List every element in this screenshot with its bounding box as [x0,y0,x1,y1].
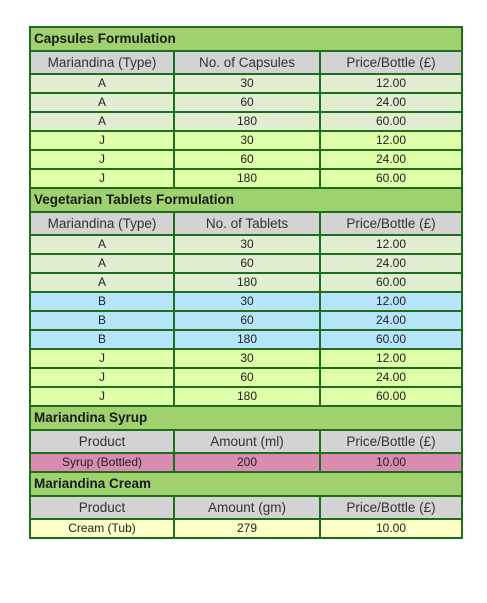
table-cell: 30 [173,130,321,151]
table-cell: 24.00 [318,367,464,388]
column-header-row: Product Amount (ml) Price/Bottle (£) [29,429,464,454]
section-header-capsules-formulation: Capsules Formulation [28,26,464,52]
section-header-mariandina-cream: Mariandina Cream [28,471,464,497]
table-cell: 12.00 [318,291,464,312]
table-cell: B [29,310,175,331]
table-row: J 30 12.00 [29,130,464,151]
table-cell: 60 [173,253,321,274]
table-cell: 60 [173,367,321,388]
table-cell: A [29,234,175,255]
section-title: Capsules Formulation [28,26,464,52]
table-cell: 12.00 [318,73,464,94]
table-cell: 180 [173,329,321,350]
table-row: J 30 12.00 [29,348,464,369]
table-row: B 30 12.00 [29,291,464,312]
table-cell: A [29,253,175,274]
section-header-mariandina-syrup: Mariandina Syrup [28,405,464,431]
column-header-row: Mariandina (Type) No. of Tablets Price/Bot… [29,211,464,236]
table-cell: 180 [173,272,321,293]
table-row: B 60 24.00 [29,310,464,331]
table-row: Cream (Tub) 279 10.00 [29,518,464,539]
table-cell: A [29,272,175,293]
table-body: Capsules Formulation Mariandina (Type) No.… [28,26,464,539]
column-header: No. of Tablets [173,211,321,236]
price-table: Capsules Formulation Mariandina (Type) No.… [28,26,464,539]
column-header: Mariandina (Type) [29,211,175,236]
section-title: Vegetarian Tablets Formulation [28,187,464,213]
column-header-row: Mariandina (Type) No. of Capsules Price/Bo… [29,50,464,75]
column-header-row: Product Amount (gm) Price/Bottle (£) [29,495,464,520]
section-title: Mariandina Cream [28,471,464,497]
table-cell: 10.00 [318,518,464,539]
table-cell: 24.00 [318,310,464,331]
table-cell: J [29,386,175,407]
table-row: J 180 60.00 [29,386,464,407]
table-cell: B [29,329,175,350]
column-header: Amount (ml) [173,429,321,454]
table-cell: 60 [173,310,321,331]
table-cell: 12.00 [318,234,464,255]
table-cell: 30 [173,291,321,312]
column-header: Price/Bottle (£) [318,211,464,236]
table-cell: 60.00 [318,272,464,293]
table-row: J 60 24.00 [29,367,464,388]
table-row: J 180 60.00 [29,168,464,189]
table-cell: 24.00 [318,149,464,170]
column-header: No. of Capsules [173,50,321,75]
table-cell: 60.00 [318,168,464,189]
table-row: A 60 24.00 [29,92,464,113]
column-header: Product [29,429,175,454]
column-header: Price/Bottle (£) [318,429,464,454]
column-header: Mariandina (Type) [29,50,175,75]
section-title: Mariandina Syrup [28,405,464,431]
table-cell: 60.00 [318,386,464,407]
table-row: J 60 24.00 [29,149,464,170]
column-header: Price/Bottle (£) [318,50,464,75]
table-cell: Cream (Tub) [29,518,175,539]
table-row: A 30 12.00 [29,234,464,255]
table-cell: 30 [173,73,321,94]
table-cell: 200 [173,452,321,473]
table-cell: 180 [173,111,321,132]
table-cell: 279 [173,518,321,539]
table-row: Syrup (Bottled) 200 10.00 [29,452,464,473]
table-cell: 30 [173,234,321,255]
table-cell: J [29,168,175,189]
table-cell: A [29,111,175,132]
table-cell: 180 [173,386,321,407]
table-cell: A [29,73,175,94]
table-cell: 24.00 [318,92,464,113]
table-cell: 60.00 [318,329,464,350]
column-header: Price/Bottle (£) [318,495,464,520]
table-cell: B [29,291,175,312]
table-cell: 60.00 [318,111,464,132]
column-header: Product [29,495,175,520]
table-cell: 180 [173,168,321,189]
table-cell: J [29,367,175,388]
table-row: A 180 60.00 [29,111,464,132]
section-header-vegetarian-tablets-formulation: Vegetarian Tablets Formulation [28,187,464,213]
table-row: A 60 24.00 [29,253,464,274]
table-cell: 60 [173,92,321,113]
table-cell: 10.00 [318,452,464,473]
table-cell: J [29,348,175,369]
table-cell: 12.00 [318,348,464,369]
table-cell: A [29,92,175,113]
table-row: A 180 60.00 [29,272,464,293]
table-cell: 60 [173,149,321,170]
column-header: Amount (gm) [173,495,321,520]
table-cell: 30 [173,348,321,369]
table-cell: 12.00 [318,130,464,151]
table-row: A 30 12.00 [29,73,464,94]
table-cell: Syrup (Bottled) [29,452,175,473]
table-cell: J [29,149,175,170]
table-cell: 24.00 [318,253,464,274]
table-row: B 180 60.00 [29,329,464,350]
table-cell: J [29,130,175,151]
